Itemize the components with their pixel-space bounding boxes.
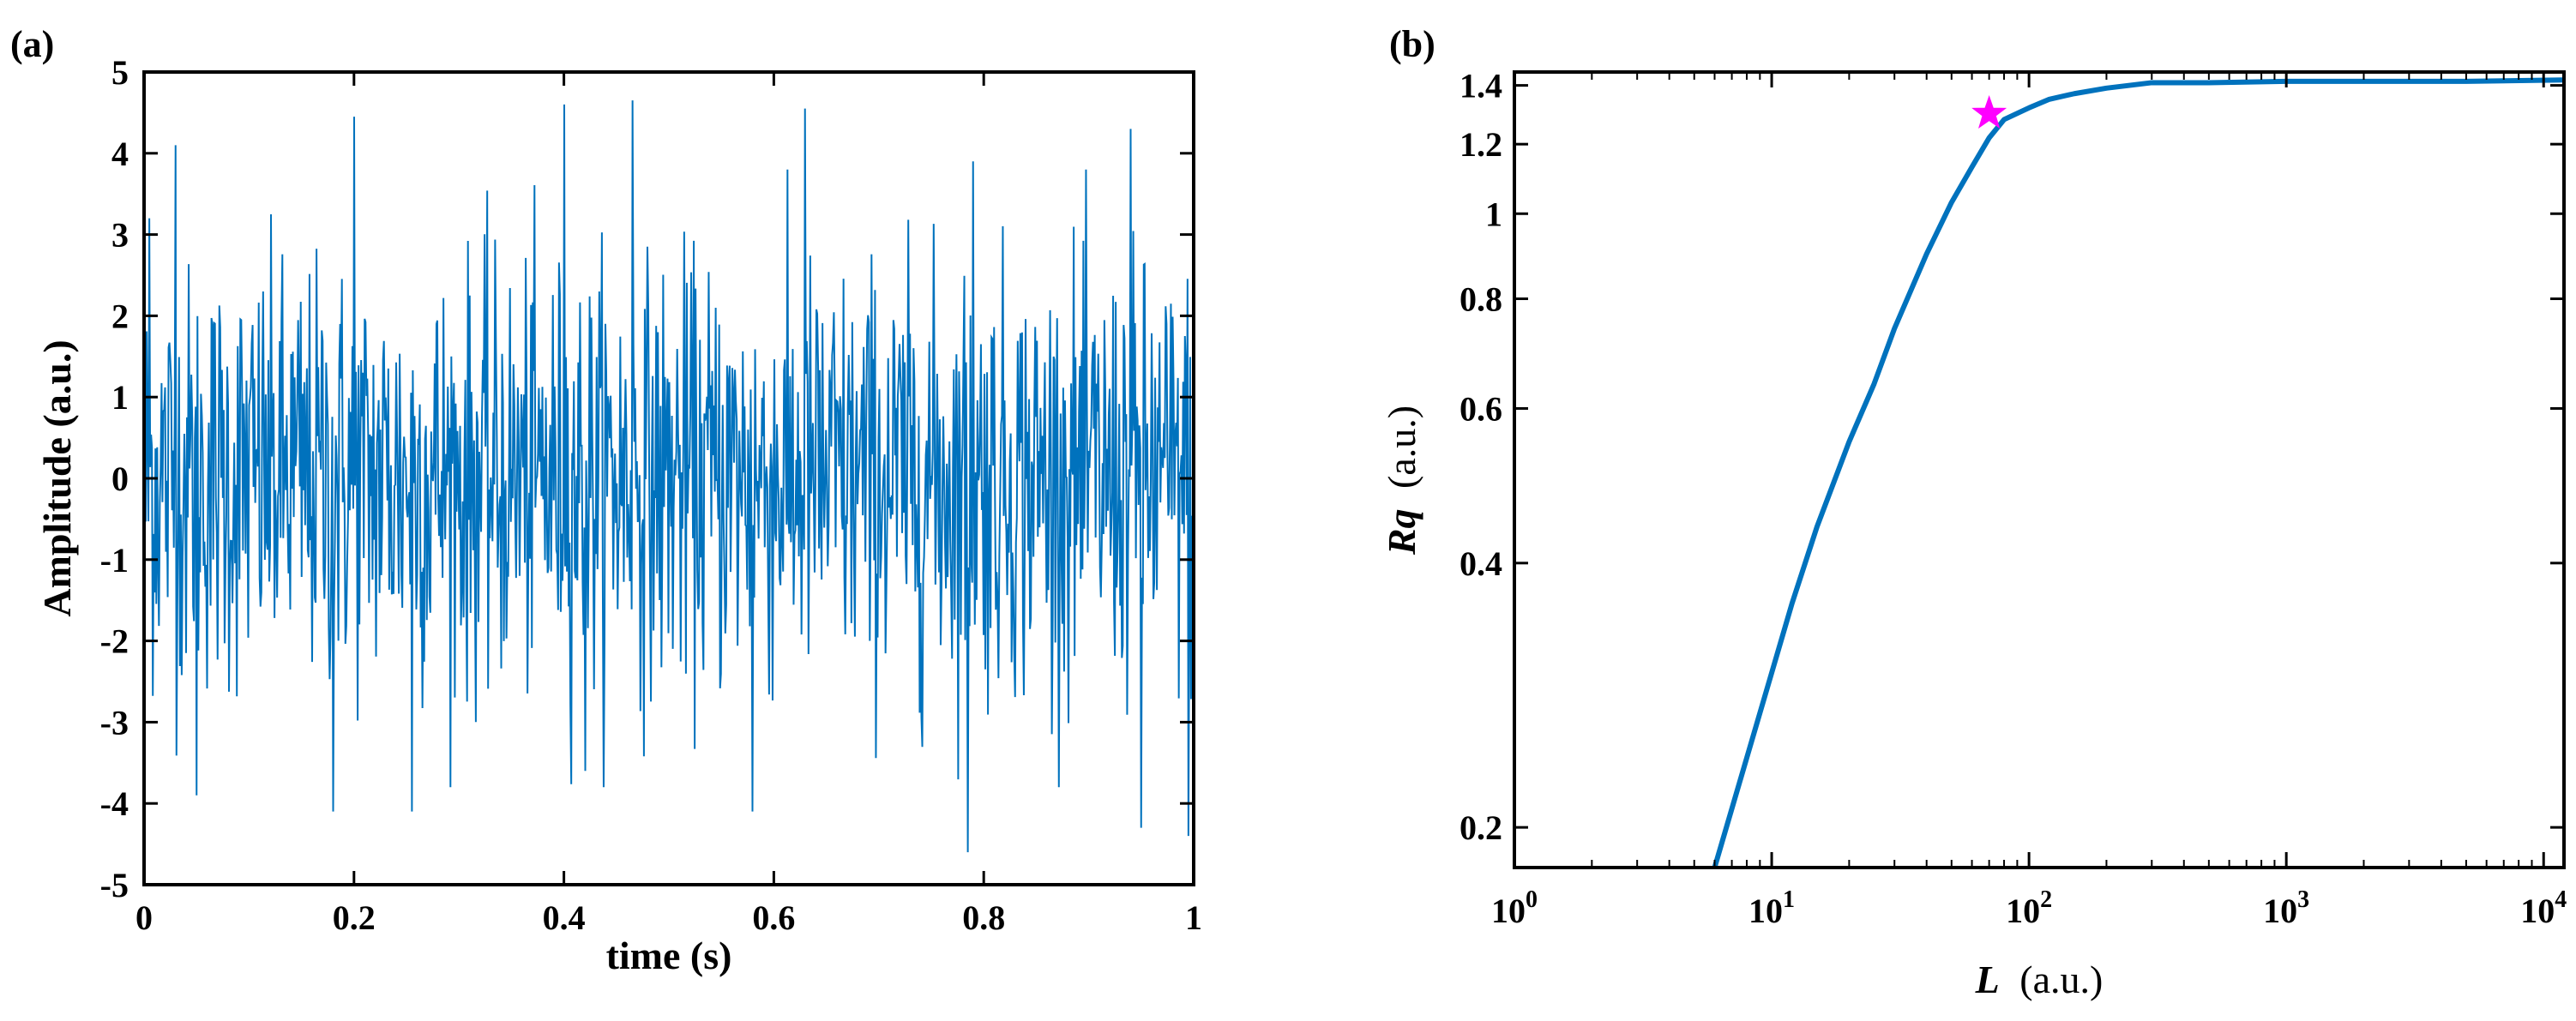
panel-a-xtick-label: 1	[1185, 898, 1202, 937]
panel-b-xtick-base: 10	[1748, 892, 1783, 930]
panel-a-ytick-label: -5	[100, 866, 129, 904]
panel-b-ytick-label: 0.2	[1460, 808, 1502, 847]
panel-b-xtick-label: 100	[1491, 886, 1538, 930]
panel-b-xtick-label: 103	[2263, 886, 2309, 930]
panel-b-xtick-exp: 2	[2040, 886, 2052, 913]
panel-a-ytick-label: 4	[111, 135, 129, 173]
panel-b-ytick-label: 1.2	[1460, 125, 1502, 164]
panel-a-xtick-label: 0.6	[752, 898, 795, 937]
panel-a: (a) 0 0.2 0.4 0.6 0.8 1 5 4 3 2 1 0 -1 -2 -3 -4 -5 time …	[10, 23, 1202, 977]
panel-b-frame	[1513, 70, 2566, 869]
panel-a-ylabel: Amplitude (a.u.)	[35, 339, 79, 616]
panel-b-xtick-base: 10	[2006, 892, 2040, 930]
panel-b-ytick-label: 0.6	[1460, 389, 1502, 428]
panel-b-ytick-label: 1	[1485, 195, 1502, 233]
panel-a-ytick-label: -4	[100, 784, 129, 823]
panel-b-ylabel-group: Rq (a.u.)	[1380, 405, 1423, 556]
panel-b-ytick-label: 0.8	[1460, 280, 1502, 319]
panel-b-xtick-exp: 1	[1783, 886, 1795, 913]
panel-b-xtick-label: 102	[2006, 886, 2052, 930]
panel-a-ytick-label: 2	[111, 297, 129, 335]
panel-b-xlabel-unit: (a.u.)	[2019, 958, 2103, 1001]
panel-a-xlabel: time (s)	[606, 934, 732, 977]
panel-a-ytick-label: 0	[111, 459, 129, 498]
panel-b-star-marker	[1971, 95, 2007, 129]
panel-a-ytick-label: -1	[100, 541, 129, 580]
panel-b-xtick-exp: 3	[2297, 886, 2309, 913]
panel-a-signal-line	[143, 100, 1195, 853]
panel-a-ytick-label: 1	[111, 378, 129, 417]
panel-b-ytick-label: 1.4	[1460, 67, 1502, 105]
panel-a-xtick-label: 0.4	[543, 898, 586, 937]
panel-b-label: (b)	[1389, 23, 1435, 65]
panel-b-plot-area	[1712, 77, 2565, 868]
panel-a-xtick-label: 0.2	[333, 898, 376, 937]
panel-b-ylabel-unit: (a.u.)	[1380, 405, 1423, 489]
panel-b-xlabel-group: L (a.u.)	[1975, 958, 2104, 1001]
panel-b-rq-line	[1712, 77, 2565, 868]
panel-a-ticks: 0 0.2 0.4 0.6 0.8 1 5 4 3 2 1 0 -1 -2 -3 -4 -5	[100, 53, 1202, 937]
panel-b-xtick-label: 104	[2520, 886, 2567, 930]
panel-b-ylabel: Rq	[1380, 508, 1423, 556]
panel-b-xtick-base: 10	[2520, 892, 2555, 930]
panel-a-plot-area	[143, 100, 1195, 853]
panel-a-xtick-label: 0.8	[962, 898, 1005, 937]
panel-b-xtick-exp: 4	[2555, 886, 2567, 913]
panel-b-xlabel: L	[1975, 958, 2000, 1001]
panel-b-xtick-base: 10	[1491, 892, 1526, 930]
panel-a-ytick-label: 5	[111, 53, 129, 92]
panel-a-ytick-label: -3	[100, 703, 129, 742]
panel-a-xtick-label: 0	[135, 898, 153, 937]
panel-b-ytick-label: 0.4	[1460, 544, 1502, 583]
panel-a-label: (a)	[10, 23, 54, 65]
panel-b-xtick-exp: 0	[1526, 886, 1538, 913]
panel-a-ytick-label: 3	[111, 216, 129, 255]
panel-a-ytick-label: -2	[100, 622, 129, 661]
panel-b-xtick-base: 10	[2263, 892, 2297, 930]
panel-b-xtick-label: 101	[1748, 886, 1795, 930]
